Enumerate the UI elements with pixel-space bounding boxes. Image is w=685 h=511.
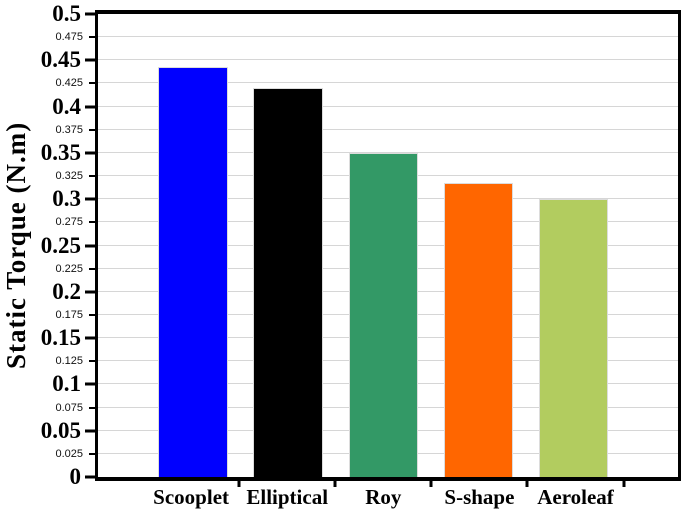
gridline — [98, 36, 678, 38]
y-minor-tick — [89, 313, 95, 316]
y-tick-label: 0.425 — [55, 77, 83, 90]
x-category-label: Elliptical — [246, 485, 329, 509]
y-major-tick — [85, 475, 95, 479]
y-minor-tick — [89, 175, 95, 178]
y-major-tick — [85, 336, 95, 340]
y-major-tick — [85, 105, 95, 109]
x-boundary-tick — [237, 481, 241, 487]
y-major-tick — [85, 12, 95, 16]
bar-scooplet — [158, 66, 228, 477]
y-major-tick — [85, 244, 95, 247]
y-tick-label: 0.15 — [40, 325, 81, 351]
y-tick-label: 0.4 — [52, 93, 81, 119]
x-category-label: Aeroleaf — [537, 485, 614, 509]
y-tick-label: 0.075 — [55, 401, 83, 414]
y-tick-label: 0.025 — [55, 447, 83, 460]
x-boundary-tick — [525, 481, 529, 487]
y-tick-label: 0.325 — [55, 170, 83, 183]
bar-elliptical — [253, 88, 324, 477]
x-boundary-tick — [333, 481, 337, 487]
bar-aeroleaf — [538, 199, 609, 477]
y-minor-tick — [89, 452, 95, 455]
y-tick-label: 0.45 — [40, 47, 81, 73]
y-tick-label: 0.05 — [40, 417, 81, 443]
y-tick-label: 0.5 — [52, 1, 81, 26]
y-tick-label: 0.375 — [55, 123, 83, 136]
y-tick-label: 0.175 — [55, 308, 83, 321]
x-axis: Scooplet Elliptical Roy S-shape Aeroleaf — [95, 481, 681, 511]
y-tick-label: 0.475 — [55, 31, 83, 44]
bar-roy — [348, 152, 419, 477]
x-category-label: Scooplet — [153, 485, 230, 509]
y-minor-tick — [89, 406, 95, 409]
x-boundary-tick — [429, 481, 433, 487]
gridline — [98, 105, 678, 107]
y-tick-label: 0.225 — [55, 262, 83, 275]
y-minor-tick — [89, 36, 95, 39]
y-major-tick — [85, 151, 95, 155]
y-tick-label: 0.35 — [40, 139, 81, 165]
y-tick-label: 0.275 — [55, 216, 83, 229]
y-tick-label: 0.1 — [52, 371, 81, 397]
y-major-tick — [85, 290, 95, 294]
y-axis: 0 0.05 0.1 0.15 0.2 0.25 0.3 0.35 0.4 0.45 0.5 0.02… — [0, 1, 95, 489]
y-minor-tick — [89, 128, 95, 131]
y-major-tick — [85, 197, 95, 201]
x-category-label: S-shape — [444, 485, 515, 509]
y-minor-tick — [89, 360, 95, 363]
y-tick-label: 0 — [69, 464, 82, 489]
gridline — [98, 82, 678, 84]
x-boundary-tick — [622, 481, 626, 487]
x-category-label: Roy — [365, 485, 402, 509]
bar-s-shape — [443, 183, 514, 477]
plot-area — [95, 10, 681, 481]
y-tick-label: 0.125 — [55, 355, 83, 368]
y-minor-tick — [89, 221, 95, 224]
y-tick-label: 0.25 — [40, 232, 81, 258]
y-tick-label: 0.3 — [52, 186, 81, 212]
y-minor-tick — [89, 267, 95, 270]
y-major-tick — [85, 58, 95, 62]
gridline — [98, 128, 678, 130]
gridline — [98, 151, 678, 153]
y-major-tick — [85, 429, 95, 433]
y-major-tick — [85, 382, 95, 386]
y-tick-label: 0.2 — [52, 278, 81, 304]
y-minor-tick — [89, 82, 95, 85]
gridline — [98, 59, 678, 61]
